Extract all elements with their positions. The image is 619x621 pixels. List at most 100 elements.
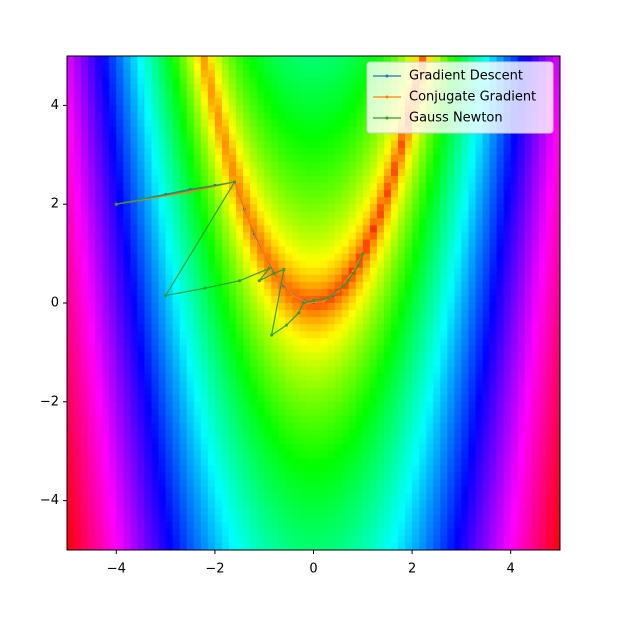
heat-cell [320,387,329,396]
heat-cell [524,422,533,431]
heat-cell [271,366,279,375]
heat-cell [398,422,406,431]
heat-cell [341,70,350,78]
heat-cell [116,465,124,473]
heat-cell [95,211,103,219]
heat-cell [271,317,279,325]
heat-cell [440,444,448,452]
heat-cell [341,288,350,297]
heat-cell [257,528,265,537]
heat-cell [74,281,82,290]
heat-cell [186,56,195,64]
heat-cell [552,472,560,481]
heat-cell [130,295,139,304]
heat-cell [503,500,512,509]
heat-cell [313,408,322,417]
heat-cell [489,168,498,177]
heat-cell [137,408,146,417]
heat-cell [299,479,308,488]
heat-cell [538,246,547,255]
heat-cell [221,324,230,332]
heat-cell [271,295,279,304]
heat-cell [285,232,293,241]
heat-cell [468,310,477,318]
heat-cell [327,430,336,438]
heat-cell [545,422,554,431]
heat-cell [123,239,131,248]
heat-cell [517,387,526,396]
heat-cell [179,126,188,135]
heat-cell [172,535,181,544]
heat-cell [355,303,364,311]
heat-cell [355,63,364,71]
heat-cell [74,225,82,234]
heat-cell [88,500,96,509]
heat-cell [158,324,167,332]
heat-cell [341,486,350,495]
heat-cell [116,366,124,375]
heat-cell [264,472,272,481]
heat-cell [250,514,258,523]
heat-cell [545,310,554,318]
heat-cell [207,514,216,523]
heat-cell [552,415,560,424]
heat-cell [130,98,139,106]
heat-cell [123,310,131,318]
heat-cell [531,366,540,375]
heat-cell [102,77,110,85]
heat-cell [341,437,350,445]
heat-cell [257,387,265,396]
heat-cell [482,359,491,368]
heat-cell [524,161,533,170]
heat-cell [524,394,533,403]
heat-cell [419,500,427,509]
heat-cell [214,70,223,78]
heat-cell [334,56,343,64]
heat-cell [405,528,413,537]
heat-cell [433,267,441,276]
heat-cell [405,317,413,325]
heat-cell [243,310,251,318]
heat-cell [489,183,498,191]
heat-cell [334,486,343,495]
heat-cell [193,458,202,466]
heat-cell [482,422,491,431]
heat-cell [67,98,75,106]
heat-cell [165,98,174,106]
heat-cell [207,486,216,495]
heat-cell [102,535,110,544]
heat-cell [426,225,434,234]
heat-cell [369,500,378,509]
heat-cell [531,345,540,353]
heat-cell [538,190,547,198]
heat-cell [531,444,540,452]
heat-cell [193,204,202,212]
heat-cell [482,535,491,544]
heat-cell [250,197,258,205]
heat-cell [130,528,139,537]
heat-cell [151,472,160,481]
heat-cell [236,288,244,297]
heat-cell [545,338,554,346]
heat-cell [299,493,308,502]
heat-cell [179,161,188,170]
heat-cell [510,183,519,191]
heat-cell [193,324,202,332]
heat-cell [355,493,364,502]
heat-cell [348,239,357,248]
heat-cell [341,246,350,255]
heat-cell [383,394,392,403]
heat-cell [172,310,181,318]
heat-cell [482,465,491,473]
heat-cell [552,535,560,544]
heat-cell [292,338,301,346]
heat-cell [475,161,484,170]
heat-cell [503,218,512,226]
heat-cell [426,535,434,544]
heat-cell [123,359,131,368]
heat-cell [334,324,343,332]
heat-cell [179,430,188,438]
heat-cell [320,246,329,255]
heat-cell [257,451,265,459]
heat-cell [390,288,399,297]
